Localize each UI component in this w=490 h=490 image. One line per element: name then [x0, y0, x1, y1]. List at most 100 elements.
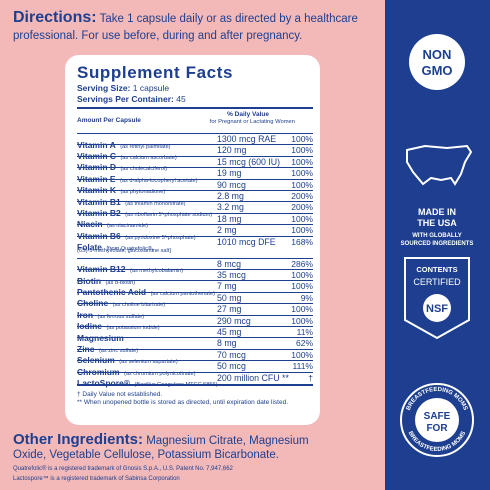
- footnote: ** When unopened bottle is stored as dir…: [77, 399, 289, 406]
- daily-value: 62%: [295, 338, 313, 349]
- daily-value: 200%: [291, 202, 313, 213]
- nutrient-source: (as zinc sulfate): [98, 347, 139, 354]
- fact-row: Folate [from Quatrefolic®, (6S)-5-methylf…: [77, 235, 313, 259]
- amount: 35 mcg: [217, 270, 246, 280]
- nutrient-name: Folate: [77, 242, 103, 253]
- amount: 50 mg: [217, 292, 242, 303]
- daily-value: †: [308, 372, 313, 383]
- nutrient-source: (as selenium aspartate): [119, 359, 178, 366]
- fact-row: LactoSpore® (Bacillus Coagulans MTCC 585…: [77, 371, 313, 388]
- nsf: NSF: [426, 303, 448, 315]
- facts-title: Supplement Facts: [77, 63, 234, 82]
- amount: 8 mcg: [217, 258, 241, 269]
- directions-text: Take 1 capsule daily or as directed by a…: [99, 13, 358, 25]
- nutrient-source: (as ferrous sulfate): [97, 313, 145, 320]
- directions: Directions: Take 1 capsule daily or as d…: [13, 9, 358, 27]
- other-text: Oxide, Vegetable Cellulose, Potassium Bi…: [13, 449, 279, 461]
- non: NON: [423, 47, 452, 62]
- amount: 2.8 mg: [217, 191, 244, 201]
- the-usa: THE USA: [417, 218, 457, 228]
- contents: CONTENTS: [416, 265, 457, 274]
- for: FOR: [426, 423, 448, 434]
- nutrient-source: (as potassium iodide): [106, 325, 160, 332]
- value: 45: [176, 94, 186, 104]
- amount: 15 mcg (600 IU): [217, 156, 281, 167]
- trademark: Lactospore™ is a registered trademark of…: [13, 476, 180, 482]
- certified: CERTIFIED: [413, 277, 461, 287]
- nutrient-name: LactoSpore®: [77, 378, 131, 389]
- nutrient-source: (as d-alpha-tocopheryl acetate): [120, 177, 198, 184]
- non-gmo-badge: [409, 34, 465, 90]
- daily-value: 100%: [291, 225, 313, 236]
- badge-column: NON GMO MADE IN THE USA WITH GLOBALLY SO…: [385, 0, 490, 490]
- sourced: SOURCED INGREDIENTS: [401, 241, 474, 247]
- daily-value: 200%: [291, 191, 313, 201]
- amount: 2 mg: [217, 225, 237, 236]
- nutrient-source: (as retinyl palmitate): [120, 143, 171, 150]
- daily-value: 100%: [291, 349, 313, 360]
- daily-value: 11%: [296, 327, 313, 337]
- nutrient-source: (as calcium pantothenate): [150, 290, 215, 297]
- daily-value: 111%: [292, 361, 313, 372]
- daily-value: 100%: [291, 270, 313, 280]
- header-row: Amount Per Capsule % Daily Value for Pre…: [77, 107, 313, 135]
- header-dv: % Daily Value: [227, 111, 269, 118]
- amount: 1010 mcg DFE: [217, 236, 276, 247]
- daily-value: 286%: [291, 258, 313, 269]
- daily-value: 100%: [291, 281, 313, 292]
- daily-value: 100%: [291, 315, 313, 326]
- nutrient-source: (as calcium ascorbate): [120, 154, 177, 161]
- daily-value: 168%: [291, 236, 313, 247]
- value: 1 capsule: [132, 83, 170, 93]
- servings: Servings Per Container: 45: [77, 94, 186, 104]
- nsf-badge: [404, 257, 470, 340]
- daily-value: 100%: [291, 179, 313, 190]
- daily-value: 100%: [291, 156, 313, 167]
- safe-inner: [415, 398, 459, 442]
- label: Servings Per Container:: [77, 94, 174, 104]
- daily-value: 100%: [291, 304, 313, 315]
- daily-value: 100%: [291, 134, 313, 144]
- nutrient-source: (as niacinamide): [106, 223, 149, 230]
- sourced: WITH GLOBALLY: [412, 233, 461, 239]
- other-label: Other Ingredients:: [13, 431, 144, 448]
- safe-badge: [400, 383, 474, 457]
- nutrient-source: (as chromium polynicotinate): [123, 370, 196, 377]
- amount: 290 mcg: [217, 315, 251, 326]
- usa-map: [406, 144, 473, 186]
- made-in: MADE IN: [418, 207, 456, 217]
- facts-panel: Supplement Facts Serving Size: 1 capsule…: [65, 55, 320, 425]
- daily-value: 9%: [300, 292, 313, 303]
- nutrient-source: (as choline bitartrate): [112, 302, 166, 309]
- gmo: GMO: [421, 63, 452, 78]
- nutrient-source: (as pyridoxine 5'-phosphate): [125, 234, 196, 241]
- badges: NON GMO MADE IN THE USA WITH GLOBALLY SO…: [400, 34, 474, 457]
- header-dv-sub: for Pregnant or Lactating Women: [209, 119, 295, 125]
- footnote: † Daily Value not established.: [77, 391, 163, 398]
- nutrient-source: (as methylcobalamin): [129, 268, 184, 275]
- amount: 19 mg: [217, 168, 242, 179]
- other-ingredients: Other Ingredients: Magnesium Citrate, Ma…: [13, 431, 309, 448]
- footnote-rule: [77, 384, 313, 386]
- serving-size: Serving Size: 1 capsule: [77, 83, 169, 93]
- amount: 7 mg: [217, 281, 237, 292]
- amount: 50 mcg: [217, 361, 246, 372]
- nsf-circle: [423, 294, 451, 322]
- nutrient-source: (as d-biotin): [105, 279, 136, 286]
- amount: 27 mg: [217, 304, 242, 315]
- daily-value: 100%: [291, 145, 313, 156]
- directions-text: professional. For use before, during and…: [13, 30, 303, 42]
- trademark: Quatrefolic® is a registered trademark o…: [13, 466, 233, 472]
- directions-label: Directions:: [13, 9, 97, 26]
- amount: 18 mg: [217, 213, 242, 224]
- amount: 120 mg: [217, 145, 247, 156]
- amount: 200 million CFU **: [217, 372, 289, 383]
- amount: 8 mg: [217, 338, 237, 349]
- amount: 1300 mcg RAE: [217, 134, 277, 144]
- nutrient-source: (as thiamin mononitrate): [125, 200, 186, 207]
- nutrient-source: (as cholecalciferol): [120, 166, 168, 173]
- label: Serving Size:: [77, 83, 131, 93]
- amount: 90 mcg: [217, 179, 246, 190]
- nutrient-source: (as phytonadione): [120, 189, 166, 196]
